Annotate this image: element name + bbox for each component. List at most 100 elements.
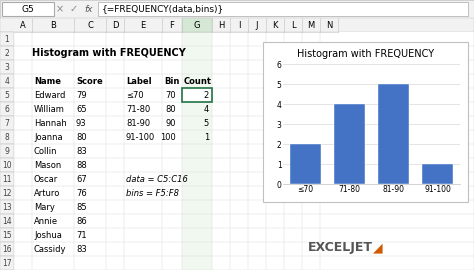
Bar bbox=[14, 158, 474, 172]
Bar bbox=[0, 130, 14, 144]
Text: G: G bbox=[194, 21, 200, 29]
Text: Count: Count bbox=[184, 76, 212, 86]
Text: Histogram with FREQUENCY: Histogram with FREQUENCY bbox=[32, 48, 186, 58]
Bar bbox=[334, 104, 365, 184]
Text: 9: 9 bbox=[5, 147, 9, 156]
Text: Edward: Edward bbox=[34, 90, 65, 100]
Text: 1: 1 bbox=[204, 133, 209, 141]
Text: 83: 83 bbox=[76, 147, 87, 156]
Text: 71-80: 71-80 bbox=[126, 104, 150, 113]
Text: Arturo: Arturo bbox=[34, 188, 60, 197]
Bar bbox=[14, 130, 474, 144]
Text: N: N bbox=[326, 21, 332, 29]
Bar bbox=[0, 88, 14, 102]
Text: {=FREQUENCY(data,bins)}: {=FREQUENCY(data,bins)} bbox=[102, 5, 224, 14]
Text: Mason: Mason bbox=[34, 160, 61, 170]
Text: Hannah: Hannah bbox=[34, 119, 67, 127]
Bar bbox=[290, 144, 320, 184]
Bar bbox=[378, 84, 409, 184]
Bar bbox=[0, 60, 14, 74]
Bar bbox=[0, 102, 14, 116]
Text: Name: Name bbox=[34, 76, 61, 86]
Text: Label: Label bbox=[126, 76, 152, 86]
Bar bbox=[14, 186, 474, 200]
Text: 81-90: 81-90 bbox=[126, 119, 150, 127]
Bar bbox=[182, 32, 212, 270]
Text: Joanna: Joanna bbox=[34, 133, 63, 141]
Bar bbox=[0, 186, 14, 200]
Text: Bin: Bin bbox=[164, 76, 179, 86]
Text: ✓: ✓ bbox=[70, 4, 78, 14]
Text: C: C bbox=[87, 21, 93, 29]
Bar bbox=[0, 172, 14, 186]
Text: 13: 13 bbox=[2, 202, 12, 211]
Text: 4: 4 bbox=[204, 104, 209, 113]
Bar bbox=[14, 228, 474, 242]
Text: 90: 90 bbox=[165, 119, 176, 127]
Text: 80: 80 bbox=[76, 133, 87, 141]
Text: 91-100: 91-100 bbox=[126, 133, 155, 141]
Bar bbox=[0, 214, 14, 228]
Bar bbox=[14, 242, 474, 256]
Bar bbox=[14, 60, 474, 74]
Text: William: William bbox=[34, 104, 65, 113]
Text: Oscar: Oscar bbox=[34, 174, 58, 184]
Text: 5: 5 bbox=[5, 90, 9, 100]
Text: M: M bbox=[307, 21, 315, 29]
Bar bbox=[182, 88, 212, 102]
Text: ◢: ◢ bbox=[373, 241, 383, 255]
Bar bbox=[14, 200, 474, 214]
Text: Mary: Mary bbox=[34, 202, 55, 211]
Text: 7: 7 bbox=[5, 119, 9, 127]
Text: E: E bbox=[140, 21, 146, 29]
Bar bbox=[2, 2, 54, 16]
Bar bbox=[14, 144, 474, 158]
Bar bbox=[98, 2, 468, 16]
Text: K: K bbox=[272, 21, 278, 29]
Text: 79: 79 bbox=[76, 90, 87, 100]
Bar bbox=[14, 102, 474, 116]
Text: J: J bbox=[256, 21, 258, 29]
Text: 2: 2 bbox=[204, 90, 209, 100]
Text: 2: 2 bbox=[5, 49, 9, 58]
Text: 100: 100 bbox=[160, 133, 176, 141]
Text: 10: 10 bbox=[2, 160, 12, 170]
Text: 3: 3 bbox=[5, 62, 9, 72]
Text: 6: 6 bbox=[5, 104, 9, 113]
Text: F: F bbox=[170, 21, 174, 29]
Text: 85: 85 bbox=[76, 202, 87, 211]
Text: 15: 15 bbox=[2, 231, 12, 239]
Bar bbox=[0, 32, 14, 46]
Text: 5: 5 bbox=[204, 119, 209, 127]
Text: 16: 16 bbox=[2, 245, 12, 254]
Text: ×: × bbox=[56, 4, 64, 14]
Bar bbox=[0, 46, 14, 60]
Bar bbox=[0, 18, 474, 32]
Text: 65: 65 bbox=[76, 104, 87, 113]
Text: Annie: Annie bbox=[34, 217, 58, 225]
Bar bbox=[14, 116, 474, 130]
Text: fx: fx bbox=[85, 5, 93, 14]
Bar bbox=[14, 74, 474, 88]
Text: 88: 88 bbox=[76, 160, 87, 170]
Text: Score: Score bbox=[76, 76, 103, 86]
Text: Histogram with FREQUENCY: Histogram with FREQUENCY bbox=[297, 49, 434, 59]
Text: 4: 4 bbox=[5, 76, 9, 86]
Bar bbox=[14, 46, 474, 60]
Text: 83: 83 bbox=[76, 245, 87, 254]
Text: 67: 67 bbox=[76, 174, 87, 184]
Text: A: A bbox=[20, 21, 26, 29]
Bar bbox=[0, 200, 14, 214]
Text: 17: 17 bbox=[2, 258, 12, 268]
Text: 1: 1 bbox=[5, 35, 9, 43]
Text: 14: 14 bbox=[2, 217, 12, 225]
Bar bbox=[422, 164, 453, 184]
Bar bbox=[14, 32, 474, 46]
Text: Cassidy: Cassidy bbox=[34, 245, 66, 254]
Bar bbox=[263, 42, 468, 202]
Bar bbox=[0, 116, 14, 130]
Text: 71: 71 bbox=[76, 231, 87, 239]
Bar bbox=[182, 18, 212, 32]
Bar bbox=[0, 144, 14, 158]
Text: 76: 76 bbox=[76, 188, 87, 197]
